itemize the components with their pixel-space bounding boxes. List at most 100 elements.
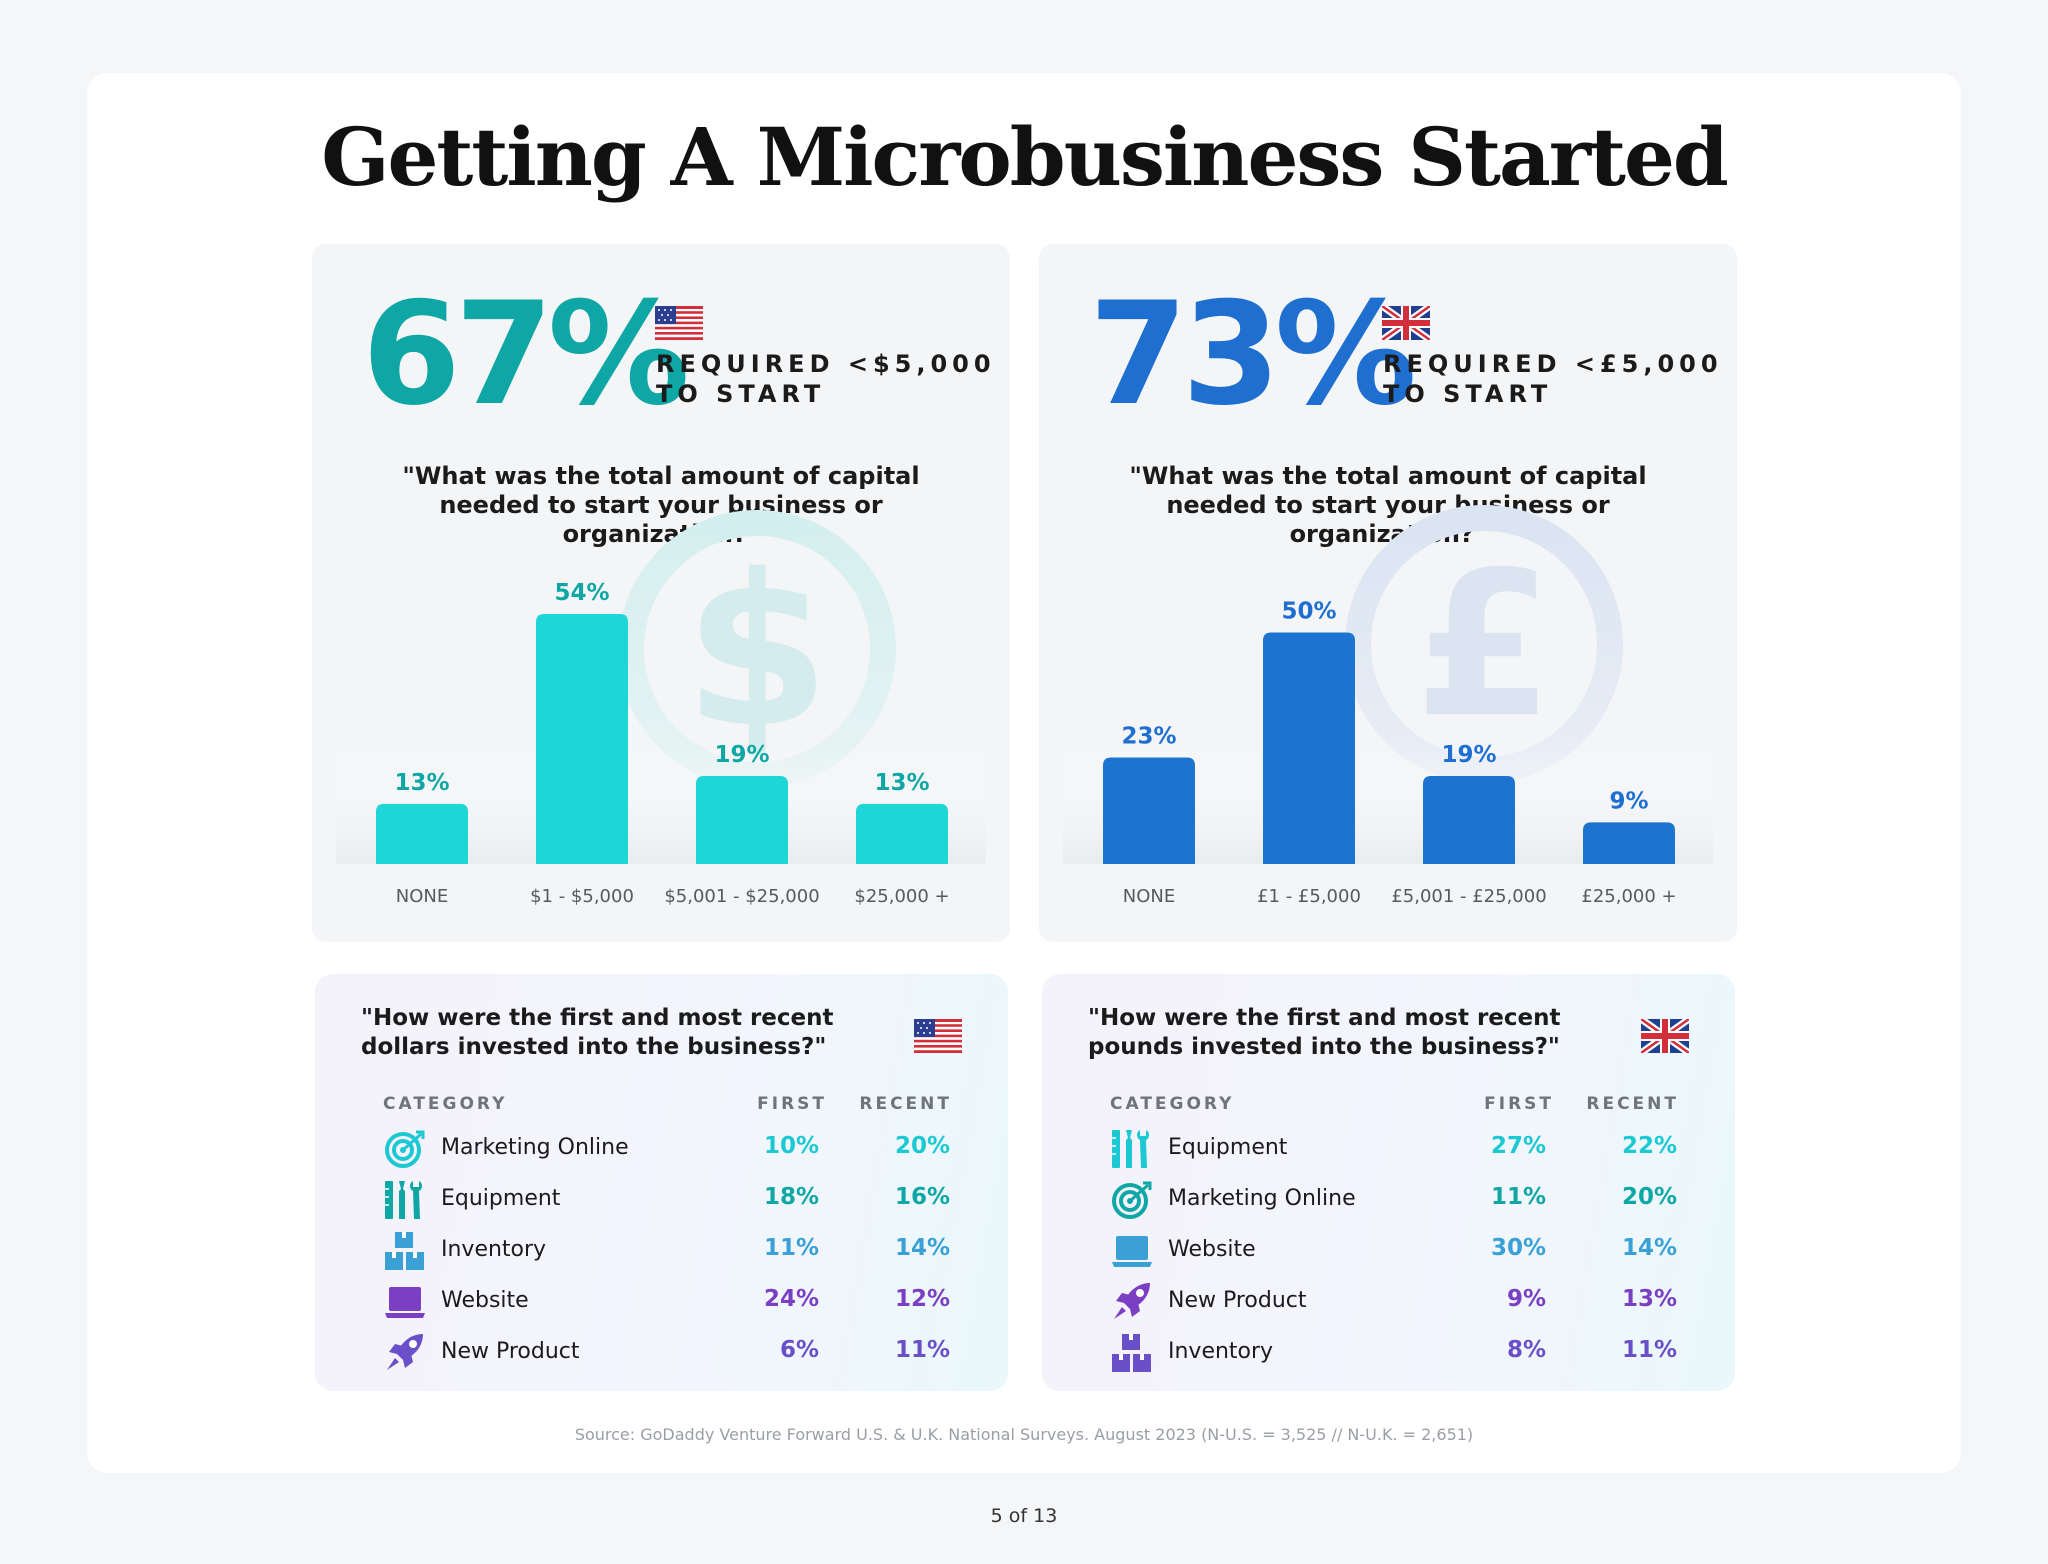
us-category-label: NONE [396, 886, 448, 907]
us-bar-0 [376, 803, 468, 864]
row-category-label: Inventory [1168, 1339, 1274, 1364]
row-category-label: Equipment [441, 1186, 561, 1211]
rocket-icon [1110, 1279, 1154, 1323]
column-header-recent: RECENT [859, 1094, 952, 1114]
column-header-category: CATEGORY [1110, 1094, 1235, 1114]
us-table-question: "How were the first and most recent doll… [361, 1005, 834, 1060]
column-header-category: CATEGORY [383, 1094, 508, 1114]
us-flag-icon [914, 1019, 962, 1053]
target-icon [383, 1126, 427, 1170]
uk-big-percent: 73% [1089, 272, 1417, 437]
uk-capital-bar-chart: 23% NONE 50% £1 - £5,000 19% £5,001 - £25,000… [1063, 599, 1713, 907]
table-row: Inventory 8% 11% [1042, 1328, 1735, 1379]
uk-category-label: £5,001 - £25,000 [1391, 886, 1546, 907]
row-category-label: Inventory [441, 1237, 547, 1262]
table-row: New Product 6% 11% [315, 1328, 1008, 1379]
row-recent-value: 20% [1621, 1184, 1677, 1210]
tools-icon [383, 1177, 427, 1221]
uk-capital-panel: 73% REQUIRED <£5,000 TO START "What was … [1039, 244, 1737, 942]
dollar-coin-icon: $ [618, 510, 896, 788]
row-recent-value: 11% [894, 1337, 950, 1363]
uk-category-label: £1 - £5,000 [1257, 886, 1361, 907]
row-recent-value: 11% [1621, 1337, 1677, 1363]
uk-bar-0 [1103, 757, 1195, 864]
row-recent-value: 14% [894, 1235, 950, 1261]
row-recent-value: 13% [1621, 1286, 1677, 1312]
row-category-label: Marketing Online [441, 1135, 629, 1160]
row-category-label: Website [441, 1288, 529, 1313]
source-note: Source: GoDaddy Venture Forward U.S. & U… [574, 1425, 1474, 1444]
us-bar-value-label: 19% [714, 742, 769, 768]
pound-coin-icon: £ [1345, 505, 1623, 783]
row-first-value: 24% [763, 1286, 819, 1312]
row-recent-value: 12% [894, 1286, 950, 1312]
row-category-label: New Product [1168, 1288, 1307, 1313]
rocket-icon [383, 1330, 427, 1374]
uk-category-label: £25,000 + [1581, 886, 1676, 907]
row-category-label: Equipment [1168, 1135, 1288, 1160]
row-category-label: Website [1168, 1237, 1256, 1262]
row-category-label: New Product [441, 1339, 580, 1364]
table-row: Inventory 11% 14% [315, 1226, 1008, 1277]
row-first-value: 11% [763, 1235, 819, 1261]
us-category-label: $1 - $5,000 [530, 886, 634, 907]
us-category-label: $25,000 + [854, 886, 949, 907]
table-row: Equipment 27% 22% [1042, 1124, 1735, 1175]
us-bar-1 [536, 614, 628, 864]
uk-table-question: "How were the first and most recent poun… [1088, 1005, 1561, 1060]
row-first-value: 11% [1490, 1184, 1546, 1210]
uk-bar-value-label: 23% [1121, 724, 1176, 750]
table-row: Website 24% 12% [315, 1277, 1008, 1328]
uk-bar-2 [1423, 776, 1515, 864]
boxes-icon [1110, 1330, 1154, 1374]
laptop-icon [383, 1279, 427, 1323]
uk-required-text: REQUIRED <£5,000 TO START [1383, 350, 1723, 408]
tools-icon [1110, 1126, 1154, 1170]
target-icon [1110, 1177, 1154, 1221]
page-number: 5 of 13 [990, 1505, 1058, 1527]
row-first-value: 27% [1490, 1133, 1546, 1159]
us-bar-value-label: 13% [874, 770, 929, 796]
us-flag-icon [655, 306, 703, 340]
us-investment-table: "How were the first and most recent doll… [315, 974, 1008, 1391]
uk-bar-value-label: 9% [1609, 788, 1648, 814]
column-header-recent: RECENT [1586, 1094, 1679, 1114]
uk-investment-table: "How were the first and most recent poun… [1042, 974, 1735, 1391]
uk-bar-value-label: 50% [1281, 599, 1336, 625]
uk-capital-question: "What was the total amount of capital ne… [1129, 462, 1647, 548]
svg-text:£: £ [1414, 529, 1553, 762]
row-recent-value: 14% [1621, 1235, 1677, 1261]
laptop-icon [1110, 1228, 1154, 1272]
table-row: Equipment 18% 16% [315, 1175, 1008, 1226]
boxes-icon [383, 1228, 427, 1272]
table-row: Marketing Online 11% 20% [1042, 1175, 1735, 1226]
us-category-label: $5,001 - $25,000 [664, 886, 819, 907]
table-row: Marketing Online 10% 20% [315, 1124, 1008, 1175]
column-header-first: FIRST [1484, 1094, 1554, 1114]
row-first-value: 18% [763, 1184, 819, 1210]
uk-bar-1 [1263, 632, 1355, 864]
uk-category-label: NONE [1123, 886, 1175, 907]
table-row: New Product 9% 13% [1042, 1277, 1735, 1328]
row-first-value: 9% [1506, 1286, 1546, 1312]
us-bar-value-label: 13% [394, 770, 449, 796]
us-bar-3 [856, 803, 948, 864]
table-row: Website 30% 14% [1042, 1226, 1735, 1277]
uk-flag-icon [1641, 1019, 1689, 1053]
us-big-percent: 67% [362, 272, 690, 437]
svg-text:$: $ [684, 529, 830, 774]
uk-bar-3 [1583, 822, 1675, 864]
row-first-value: 8% [1506, 1337, 1546, 1363]
uk-flag-icon [1382, 306, 1430, 340]
column-header-first: FIRST [757, 1094, 827, 1114]
row-recent-value: 22% [1621, 1133, 1677, 1159]
us-bar-value-label: 54% [554, 580, 609, 606]
page-title: Getting A Microbusiness Started [321, 110, 1729, 204]
us-capital-bar-chart: 13% NONE 54% $1 - $5,000 19% $5,001 - $25,000… [336, 580, 986, 907]
us-bar-2 [696, 776, 788, 864]
row-first-value: 30% [1490, 1235, 1546, 1261]
us-required-text: REQUIRED <$5,000 TO START [656, 350, 996, 408]
row-first-value: 10% [763, 1133, 819, 1159]
uk-bar-value-label: 19% [1441, 742, 1496, 768]
us-capital-panel: 67% REQUIRED <$5,000 TO START "What was … [312, 244, 1010, 942]
